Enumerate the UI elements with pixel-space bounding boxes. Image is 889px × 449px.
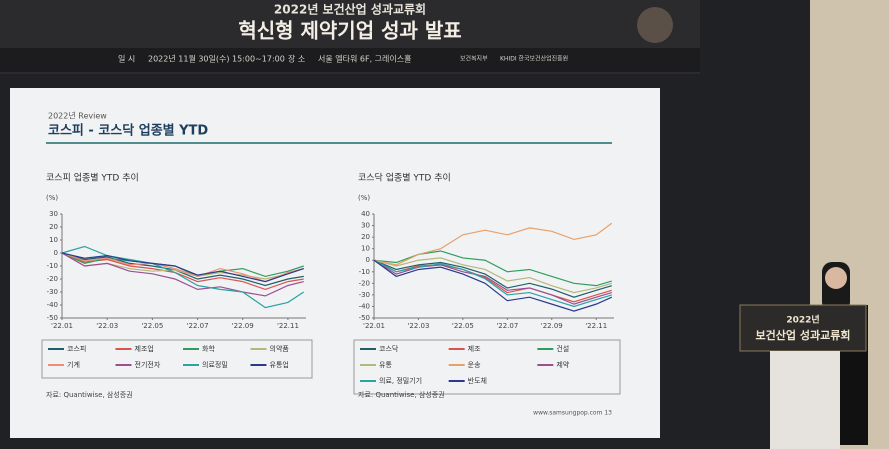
series-line (373, 259, 612, 308)
series-line (61, 252, 304, 287)
series-line (61, 252, 304, 283)
x-tick-label: '22.05 (452, 322, 474, 330)
series-line (373, 257, 612, 294)
date-label: 일 시 (118, 55, 135, 64)
y-tick-label: 40 (361, 210, 370, 218)
legend-label: 유통업 (270, 361, 289, 369)
legend-label: 코스닥 (379, 344, 399, 353)
y-tick-label: 20 (49, 223, 58, 231)
legend-label: 유통 (379, 361, 392, 369)
legend-label: 의약품 (270, 344, 290, 353)
legend-label: 건설 (556, 344, 569, 353)
y-tick-label: -10 (47, 262, 58, 270)
series-line (61, 252, 304, 297)
legend-label: 제조 (468, 345, 481, 353)
org-logo: 보건복지부 (460, 55, 488, 63)
legend-label: 반도체 (468, 376, 487, 385)
y-tick-label: -20 (359, 279, 370, 287)
legend-box (353, 339, 621, 395)
x-tick-label: '22.05 (141, 322, 163, 330)
chart-title: 코스피 업종별 YTD 추이 (46, 173, 139, 184)
legend-label: 의료정밀 (202, 360, 228, 369)
legend-label: 전기전자 (135, 360, 161, 369)
y-tick-label: -40 (359, 302, 370, 310)
podium-text: 보건산업 성과교류회 (756, 328, 851, 342)
x-tick-label: '22.01 (51, 322, 73, 330)
x-tick-label: '22.09 (541, 322, 563, 330)
source-note: 자료: Quantiwise, 삼성증권 (46, 390, 133, 399)
x-tick-label: '22.11 (585, 322, 607, 330)
event-name: 2022년 보건산업 성과교류회 (274, 2, 426, 17)
series-line (373, 259, 613, 312)
x-tick-label: '22.01 (363, 322, 385, 330)
slide-title: 코스피 - 코스닥 업종별 YTD (48, 123, 208, 139)
presenter-head (825, 267, 847, 289)
y-tick-label: -10 (359, 268, 370, 276)
series-line (61, 245, 305, 309)
x-tick-label: '22.03 (407, 322, 429, 330)
x-tick-label: '22.07 (496, 322, 518, 330)
y-tick-label: 10 (49, 236, 58, 244)
y-tick-label: -40 (47, 301, 58, 309)
podium-stand (770, 351, 840, 449)
banner-info-bar (0, 48, 700, 72)
y-tick-label: -50 (47, 314, 58, 322)
y-tick-label: 0 (54, 249, 58, 257)
place-label: 장 소 (288, 54, 305, 64)
y-tick-label: -30 (359, 291, 370, 299)
org-logo: KHIDI 한국보건산업진흥원 (500, 55, 568, 63)
legend-label: 기계 (67, 360, 80, 369)
legend-label: 제약 (556, 360, 569, 369)
legend-label: 의료, 정밀기기 (379, 376, 422, 385)
podium-text: 2022년 (786, 314, 819, 326)
series-line (373, 259, 612, 298)
y-unit: (%) (358, 194, 370, 202)
source-note: 자료: Quantiwise, 삼성증권 (358, 390, 445, 399)
y-tick-label: -20 (47, 275, 58, 283)
place: 서울 엘타워 6F, 그레이스홀 (318, 54, 411, 64)
y-unit: (%) (46, 194, 58, 202)
banner-title: 혁신형 제약기업 성과 발표 (238, 19, 461, 43)
legend-label: 운송 (468, 361, 481, 369)
y-tick-label: 30 (361, 222, 370, 230)
chart-title: 코스닥 업종별 YTD 추이 (358, 173, 451, 184)
podium (739, 304, 867, 352)
series-line (373, 222, 613, 266)
legend-label: 제조업 (135, 345, 154, 353)
date: 2022년 11월 30일(수) 15:00~17:00 (148, 54, 285, 64)
slide-kicker: 2022년 Review (48, 111, 107, 121)
y-tick-label: 30 (49, 210, 58, 218)
x-tick-label: '22.11 (277, 322, 299, 330)
series-line (61, 252, 304, 291)
decoration (637, 7, 673, 43)
slide-footer: www.samsungpop.com 13 (533, 410, 612, 417)
y-tick-label: 10 (361, 245, 370, 253)
x-tick-label: '22.07 (187, 322, 209, 330)
series-line (373, 259, 612, 303)
y-tick-label: -30 (47, 288, 58, 296)
y-tick-label: 20 (361, 233, 370, 241)
legend-label: 화학 (202, 344, 215, 353)
x-tick-label: '22.09 (232, 322, 254, 330)
y-tick-label: -50 (359, 314, 370, 322)
legend-box (41, 339, 313, 379)
y-tick-label: 0 (366, 256, 370, 264)
x-tick-label: '22.03 (96, 322, 118, 330)
legend-label: 코스피 (67, 344, 86, 353)
